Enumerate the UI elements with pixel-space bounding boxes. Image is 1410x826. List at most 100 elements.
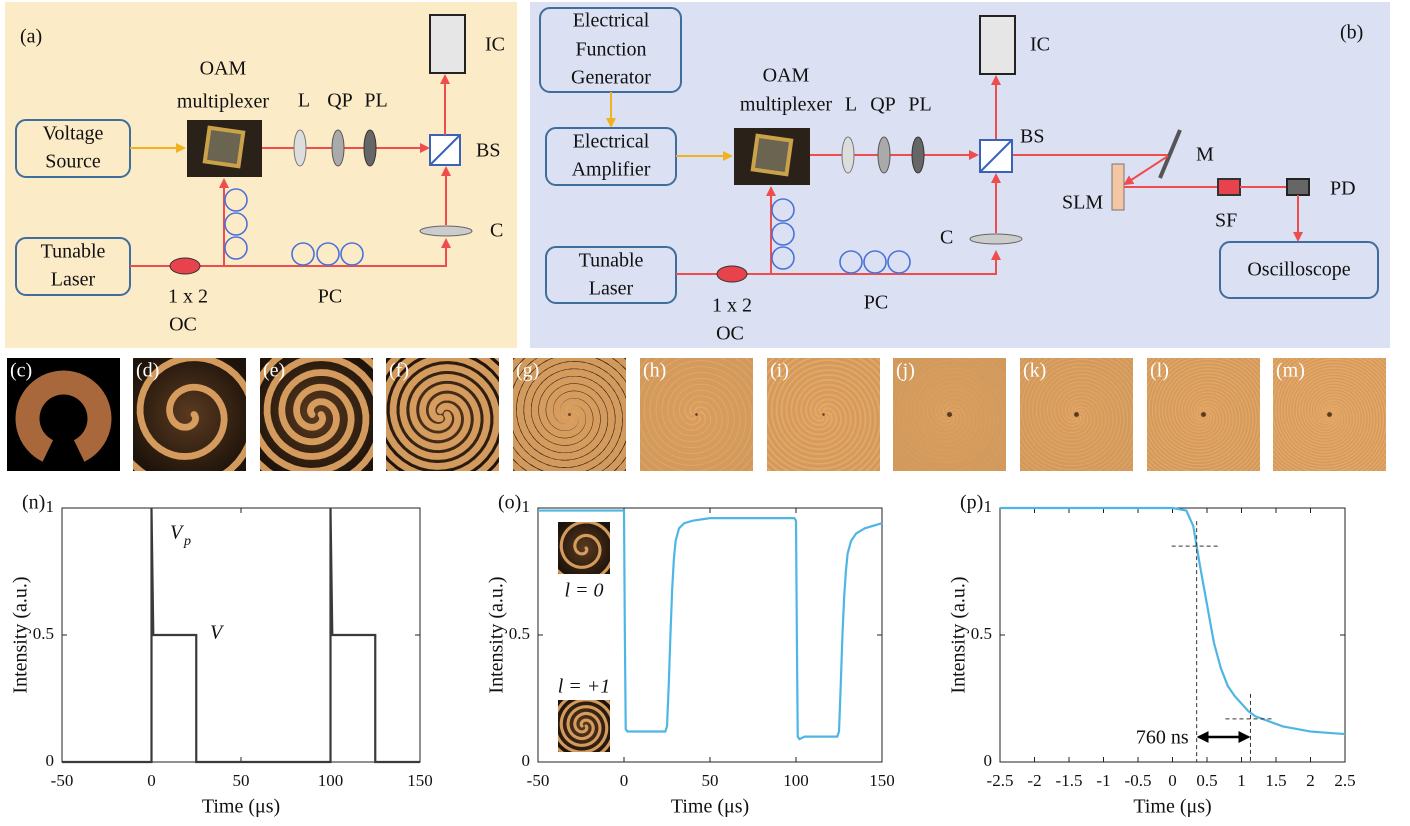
panel-b: (b) Electrical Function Generator Electr… [530,2,1390,348]
pattern-image [477,322,663,508]
charts: -5005010015000.51Time (μs)Intensity (a.u… [10,492,1356,818]
label: PC [318,286,342,308]
y-tick-label: 0 [522,751,531,770]
annotation: V [210,622,225,644]
image-label: (m) [1276,360,1305,382]
label: 1 x 2 [168,286,208,308]
pattern-image [1237,322,1410,507]
image-label: (e) [263,360,285,382]
image-label: (d) [136,360,159,382]
lens [332,130,344,166]
image-label: (j) [896,360,915,382]
pattern-image [110,328,282,486]
panel-label: (n) [22,492,45,514]
panel-label: (b) [1340,22,1363,44]
y-tick-label: 0.5 [33,624,54,643]
y-tick-label: 1 [46,497,55,516]
x-tick-label: -0.5 [1125,771,1152,790]
image-label: (f) [389,360,409,382]
label: Amplifier [572,159,651,181]
label: M [1196,144,1214,166]
label: Electrical [573,131,650,153]
y-tick-label: 1 [984,497,993,516]
label: QP [870,94,896,116]
y-tick-label: 1 [522,497,531,516]
label: multiplexer [177,91,270,113]
annotation: l = 0 [564,580,603,602]
label: Source [45,151,101,173]
x-tick-label: 1 [1237,771,1246,790]
lens [878,137,890,173]
label: OC [716,323,744,345]
x-tick-label: 0 [620,771,629,790]
x-tick-label: 0 [147,771,156,790]
annotation: l = +1 [558,676,611,698]
label: Laser [589,278,634,300]
image-label: (l) [1150,360,1169,382]
y-tick-label: 0 [46,751,55,770]
annotation: V [170,522,185,544]
image-label: (k) [1023,360,1046,382]
label: OC [169,314,197,336]
panel-a: (a) IC OAM multiplexer Voltage Source L … [5,2,517,348]
label: 1 x 2 [712,295,752,317]
pattern-image [1111,321,1296,506]
label: OAM [763,65,810,87]
x-axis-label: Time (μs) [671,796,749,818]
x-tick-label: -2.5 [987,771,1014,790]
label: Electrical [573,10,650,32]
label: IC [1030,34,1050,56]
x-tick-label: -50 [51,771,74,790]
panel-label: (a) [20,26,42,48]
beam-splitter [430,135,460,165]
beam-splitter [980,140,1012,172]
coupler [170,258,200,274]
lens [912,137,924,173]
label: BS [476,140,500,162]
label: SLM [1062,192,1103,214]
pattern-image [353,328,535,506]
image-label: (g) [516,360,539,382]
filter [1218,179,1240,195]
label: Tunable [41,241,106,263]
coupler [717,266,747,282]
y-tick-label: 0.5 [971,624,992,643]
image-label: (c) [10,360,32,382]
data-line [1000,508,1345,734]
pattern-image [541,686,627,766]
label: Laser [51,269,96,291]
label: Generator [571,67,651,89]
collimator [420,226,472,236]
y-axis-label: Intensity (a.u.) [948,576,970,693]
pattern-image [224,328,410,501]
x-axis-label: Time (μs) [202,796,280,818]
panel-label: (o) [498,492,521,514]
x-tick-label: -1.5 [1056,771,1083,790]
lens [294,130,306,166]
label: multiplexer [740,94,833,116]
label: Function [575,39,646,61]
label: C [940,227,953,249]
camera [430,15,465,73]
label: PL [364,90,387,112]
x-tick-label: -1 [1096,771,1110,790]
mode-images: (c)(d)(e)(f)(g)(h)(i)(j)(k)(l)(m) [7,321,1410,507]
panel-bg [530,2,1390,348]
label: PL [908,94,931,116]
x-tick-label: 50 [233,771,250,790]
annotation: 760 ns [1136,727,1189,749]
pattern-image [984,322,1170,508]
panel-label: (p) [960,492,983,514]
x-tick-label: 50 [702,771,719,790]
pattern-image [858,324,1043,507]
x-tick-label: -50 [527,771,550,790]
x-tick-label: 100 [318,771,344,790]
annotation: p [183,534,191,549]
lens [842,137,854,173]
pattern-image [731,323,917,506]
label: L [845,94,857,116]
device-photo [187,120,262,177]
x-tick-label: 0.5 [1196,771,1217,790]
label: SF [1215,210,1237,232]
x-axis-label: Time (μs) [1133,796,1211,818]
